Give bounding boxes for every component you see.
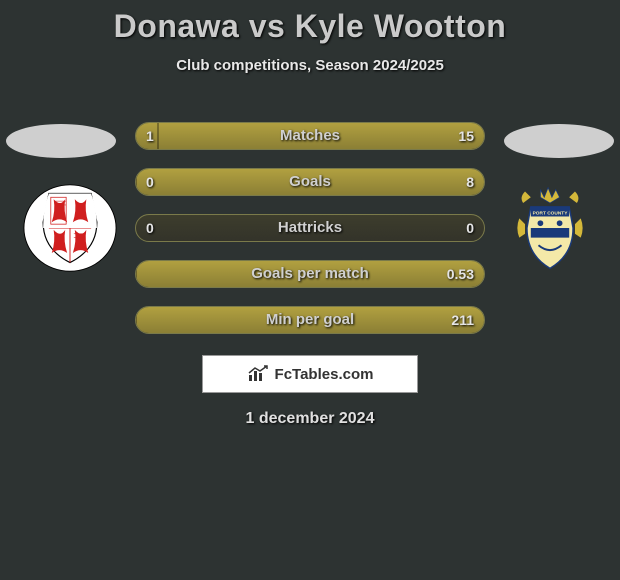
stat-bar-goals-per-match: Goals per match0.53 xyxy=(135,260,485,288)
stat-label: Hattricks xyxy=(136,215,484,241)
page-subtitle: Club competitions, Season 2024/2025 xyxy=(0,57,620,74)
right-player-oval xyxy=(504,124,614,158)
stat-label: Goals per match xyxy=(136,261,484,287)
stat-bar-goals: 0Goals8 xyxy=(135,168,485,196)
left-player-oval xyxy=(6,124,116,158)
stat-bar-min-per-goal: Min per goal211 xyxy=(135,306,485,334)
svg-text:PORT COUNTY: PORT COUNTY xyxy=(533,211,569,217)
page-title: Donawa vs Kyle Wootton xyxy=(0,0,620,45)
stat-bar-matches: 1Matches15 xyxy=(135,122,485,150)
chart-icon xyxy=(247,365,269,383)
stat-bar-hattricks: 0Hattricks0 xyxy=(135,214,485,242)
footer-brand-text: FcTables.com xyxy=(275,366,374,383)
left-team-crest xyxy=(22,180,118,276)
stat-label: Matches xyxy=(136,123,484,149)
stat-bars: 1Matches150Goals80Hattricks0Goals per ma… xyxy=(135,122,485,352)
right-team-crest: PORT COUNTY xyxy=(502,180,598,276)
date-text: 1 december 2024 xyxy=(0,410,620,428)
stat-label: Goals xyxy=(136,169,484,195)
stat-value-right: 8 xyxy=(466,169,474,195)
stat-value-right: 0.53 xyxy=(447,261,474,287)
stat-label: Min per goal xyxy=(136,307,484,333)
footer-brand-box: FcTables.com xyxy=(202,355,418,393)
stat-value-right: 0 xyxy=(466,215,474,241)
stat-value-right: 211 xyxy=(451,307,474,333)
stat-value-right: 15 xyxy=(458,123,474,149)
